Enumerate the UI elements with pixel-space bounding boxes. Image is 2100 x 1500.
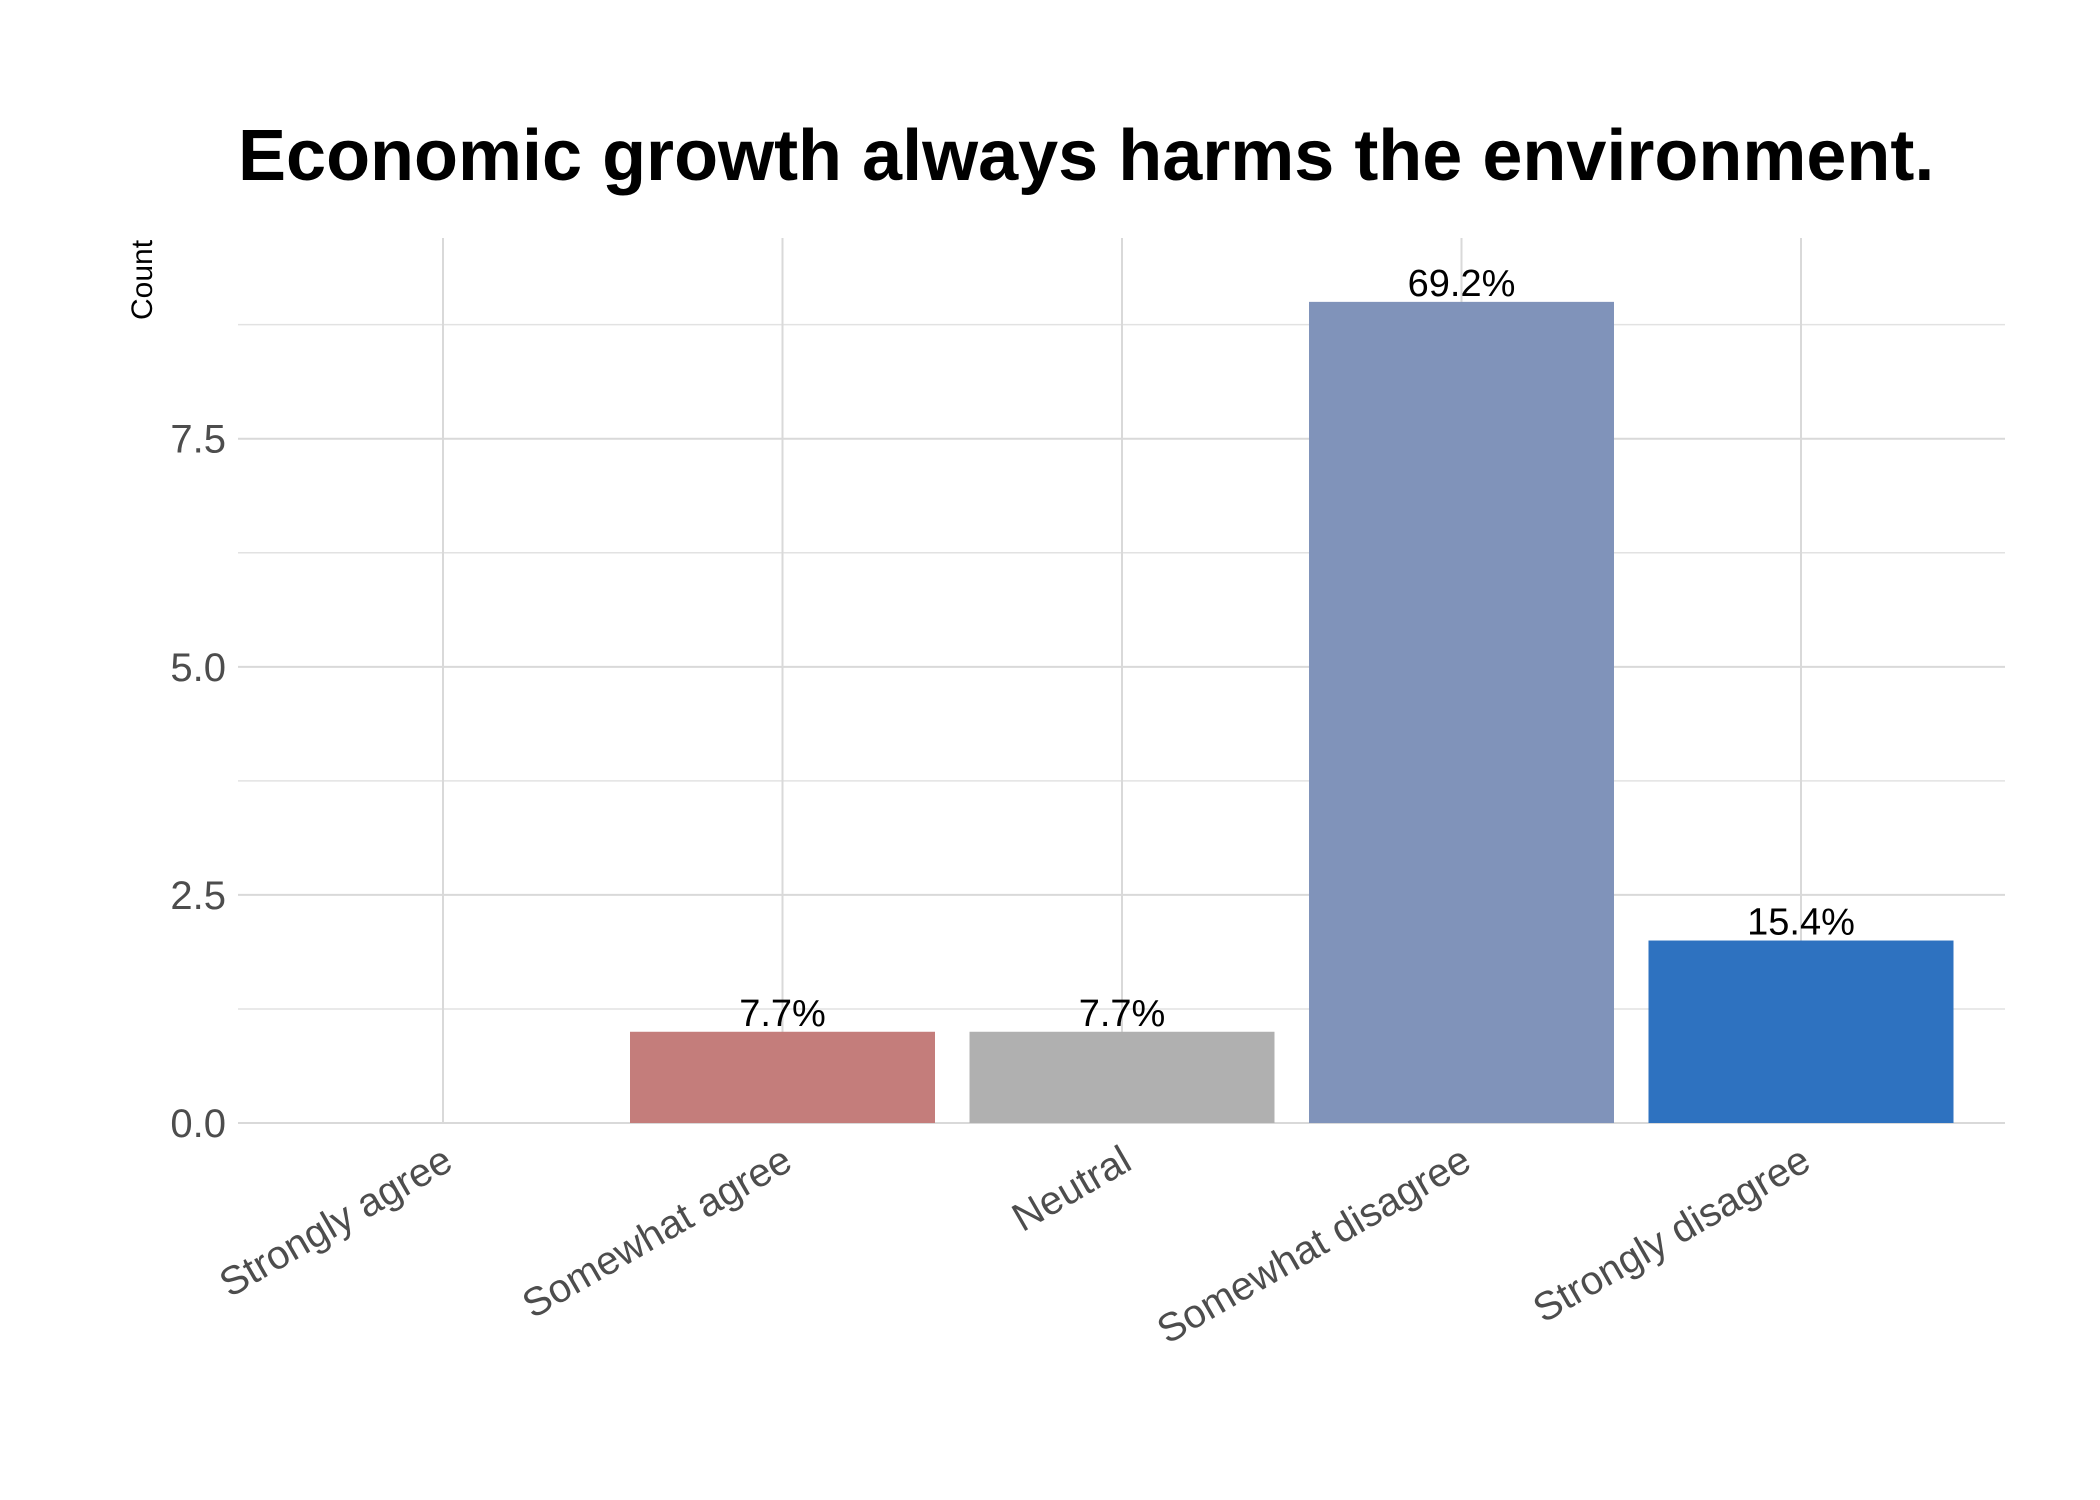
y-tick-label: 5.0 (170, 646, 226, 690)
bar (969, 1031, 1275, 1123)
y-tick-label: 0.0 (170, 1102, 226, 1146)
x-axis-ticks: Strongly agree Somewhat agree Neutral Somew… (212, 1138, 1817, 1353)
bars (630, 301, 1954, 1123)
x-tick-label: Strongly disagree (1526, 1138, 1818, 1332)
bar (1648, 940, 1954, 1123)
bar (630, 1031, 935, 1123)
x-tick-label: Neutral (1005, 1138, 1139, 1241)
x-tick-label: Somewhat disagree (1150, 1138, 1478, 1353)
y-tick-label: 7.5 (170, 418, 226, 462)
data-label: 7.7% (739, 993, 826, 1035)
data-label: 7.7% (1079, 993, 1166, 1035)
data-labels: 7.7% 7.7% 69.2% 15.4% (739, 263, 1855, 1035)
x-tick-label: Somewhat agree (515, 1138, 799, 1327)
y-axis-ticks: 0.0 2.5 5.0 7.5 (170, 418, 226, 1146)
data-label: 69.2% (1408, 263, 1516, 305)
chart-title: Economic growth always harms the environ… (238, 116, 1934, 196)
y-axis-label: Count (126, 239, 159, 320)
data-label: 15.4% (1747, 902, 1855, 944)
x-tick-label: Strongly agree (212, 1138, 459, 1306)
y-tick-label: 2.5 (170, 874, 226, 918)
bar (1309, 301, 1614, 1123)
